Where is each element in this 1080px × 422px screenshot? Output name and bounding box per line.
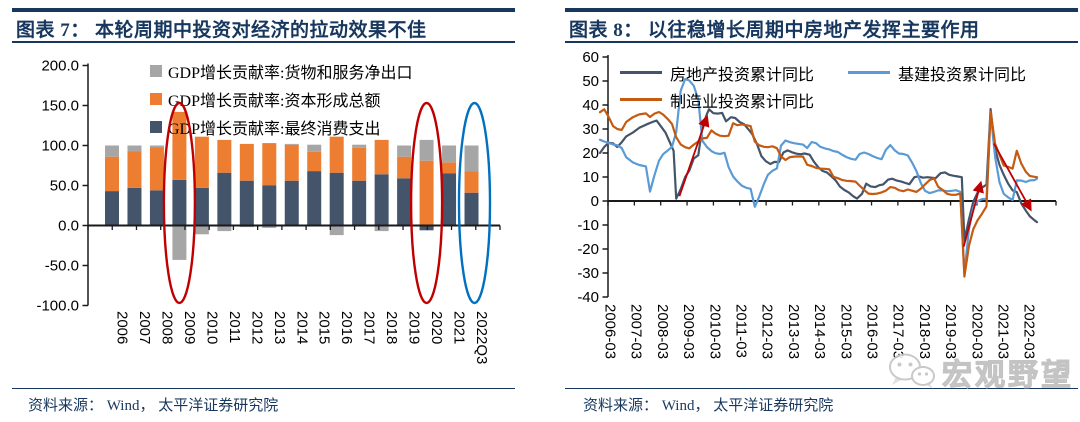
svg-text:2010: 2010: [203, 311, 220, 344]
svg-text:2020-03: 2020-03: [968, 304, 985, 359]
legend-label: GDP增长贡献率:资本形成总额: [168, 93, 381, 110]
svg-text:2016: 2016: [338, 311, 355, 344]
svg-text:2015: 2015: [316, 311, 333, 344]
svg-text:2022Q3: 2022Q3: [473, 311, 490, 364]
svg-text:2019: 2019: [406, 311, 423, 344]
svg-text:60: 60: [582, 49, 599, 66]
svg-text:2020: 2020: [428, 311, 445, 344]
final-consumption-swatch-icon: [150, 121, 162, 133]
svg-text:2012-03: 2012-03: [759, 304, 776, 359]
svg-text:2018: 2018: [383, 311, 400, 344]
legend-item-manufacturing: 制造业投资累计同比: [620, 88, 814, 112]
wechat-bubbles-icon: [889, 353, 935, 389]
svg-text:2022-03: 2022-03: [1021, 304, 1038, 359]
watermark-text: 宏观野望: [942, 359, 1074, 393]
svg-text:2016-03: 2016-03: [864, 304, 881, 359]
svg-text:2008-03: 2008-03: [654, 304, 671, 359]
svg-text:-40: -40: [577, 289, 599, 306]
panel-right-source: 资料来源： Wind， 太平洋证券研究院: [583, 398, 834, 414]
manufacturing-line-swatch-icon: [620, 98, 662, 101]
svg-text:20: 20: [582, 145, 599, 162]
panel-right-top-rule: [565, 8, 1078, 12]
investment-lines-legend: 房地产投资累计同比 基建投资累计同比 制造业投资累计同比: [620, 59, 1060, 113]
panel-left-source: 资料来源： Wind， 太平洋证券研究院: [28, 398, 279, 414]
svg-text:2018-03: 2018-03: [916, 304, 933, 359]
legend-label: GDP增长贡献率:货物和服务净出口: [168, 65, 413, 82]
svg-text:2011-03: 2011-03: [733, 304, 750, 358]
svg-text:2021: 2021: [451, 311, 468, 344]
svg-text:10: 10: [582, 169, 599, 186]
panel-right-title-rule: [565, 41, 1078, 43]
svg-text:40: 40: [582, 97, 599, 114]
svg-text:-100.0: -100.0: [36, 298, 79, 315]
panel-left-title-rule: [12, 41, 515, 43]
svg-text:2009-03: 2009-03: [680, 304, 697, 359]
svg-text:30: 30: [582, 121, 599, 138]
legend-label: 基建投资累计同比: [898, 66, 1027, 84]
svg-text:2007: 2007: [136, 311, 153, 344]
legend-label: GDP增长贡献率:最终消费支出: [168, 121, 381, 138]
svg-text:2017: 2017: [361, 311, 378, 344]
svg-text:-50.0: -50.0: [45, 258, 79, 275]
infrastructure-line-swatch-icon: [848, 71, 891, 74]
svg-text:2011: 2011: [226, 311, 243, 343]
svg-text:2012: 2012: [248, 311, 265, 344]
legend-item-capital-formation: GDP增长贡献率:资本形成总额: [150, 85, 412, 113]
legend-label: 房地产投资累计同比: [670, 66, 815, 84]
real-estate-line-swatch-icon: [620, 71, 662, 74]
svg-text:2007-03: 2007-03: [628, 304, 645, 359]
svg-text:2013: 2013: [271, 311, 288, 344]
svg-text:2019-03: 2019-03: [942, 304, 959, 359]
svg-text:-30: -30: [577, 265, 599, 282]
svg-text:0.0: 0.0: [58, 218, 79, 235]
capital-formation-swatch-icon: [150, 93, 162, 105]
svg-text:200.0: 200.0: [41, 58, 79, 75]
panel-left-source-rule: [12, 388, 515, 389]
svg-text:2021-03: 2021-03: [995, 304, 1012, 359]
svg-text:0: 0: [591, 193, 599, 210]
net-exports-swatch-icon: [150, 65, 162, 77]
svg-text:2015-03: 2015-03: [837, 304, 854, 359]
legend-item-final-consumption: GDP增长贡献率:最终消费支出: [150, 113, 412, 141]
svg-text:2008: 2008: [158, 311, 175, 344]
svg-text:2006: 2006: [114, 311, 131, 344]
legend-item-real-estate: 房地产投资累计同比: [620, 61, 814, 85]
legend-label: 制造业投资累计同比: [670, 93, 815, 111]
panel-right-source-rule: [565, 388, 1078, 389]
svg-text:-10: -10: [577, 217, 599, 234]
panel-right-title: 图表 8： 以往稳增长周期中房地产发挥主要作用: [569, 20, 980, 41]
svg-text:2014: 2014: [293, 311, 310, 344]
legend-item-net-exports: GDP增长贡献率:货物和服务净出口: [150, 57, 412, 85]
svg-text:2014-03: 2014-03: [811, 304, 828, 359]
gdp-contribution-legend: GDP增长贡献率:货物和服务净出口 GDP增长贡献率:资本形成总额 GDP增长贡…: [150, 57, 412, 141]
svg-text:50.0: 50.0: [50, 178, 79, 195]
panel-left-title: 图表 7： 本轮周期中投资对经济的拉动效果不佳: [16, 20, 427, 41]
watermark: 宏观野望: [884, 350, 1074, 394]
svg-text:-20: -20: [577, 241, 599, 258]
svg-text:50: 50: [582, 73, 599, 90]
svg-text:2017-03: 2017-03: [890, 304, 907, 359]
svg-text:2013-03: 2013-03: [785, 304, 802, 359]
svg-text:150.0: 150.0: [41, 98, 79, 115]
legend-item-infrastructure: 基建投资累计同比: [848, 61, 1026, 85]
svg-text:100.0: 100.0: [41, 138, 79, 155]
svg-text:2010-03: 2010-03: [706, 304, 723, 359]
svg-text:2006-03: 2006-03: [602, 304, 619, 359]
svg-text:2009: 2009: [181, 311, 198, 344]
panel-left-top-rule: [12, 8, 515, 12]
